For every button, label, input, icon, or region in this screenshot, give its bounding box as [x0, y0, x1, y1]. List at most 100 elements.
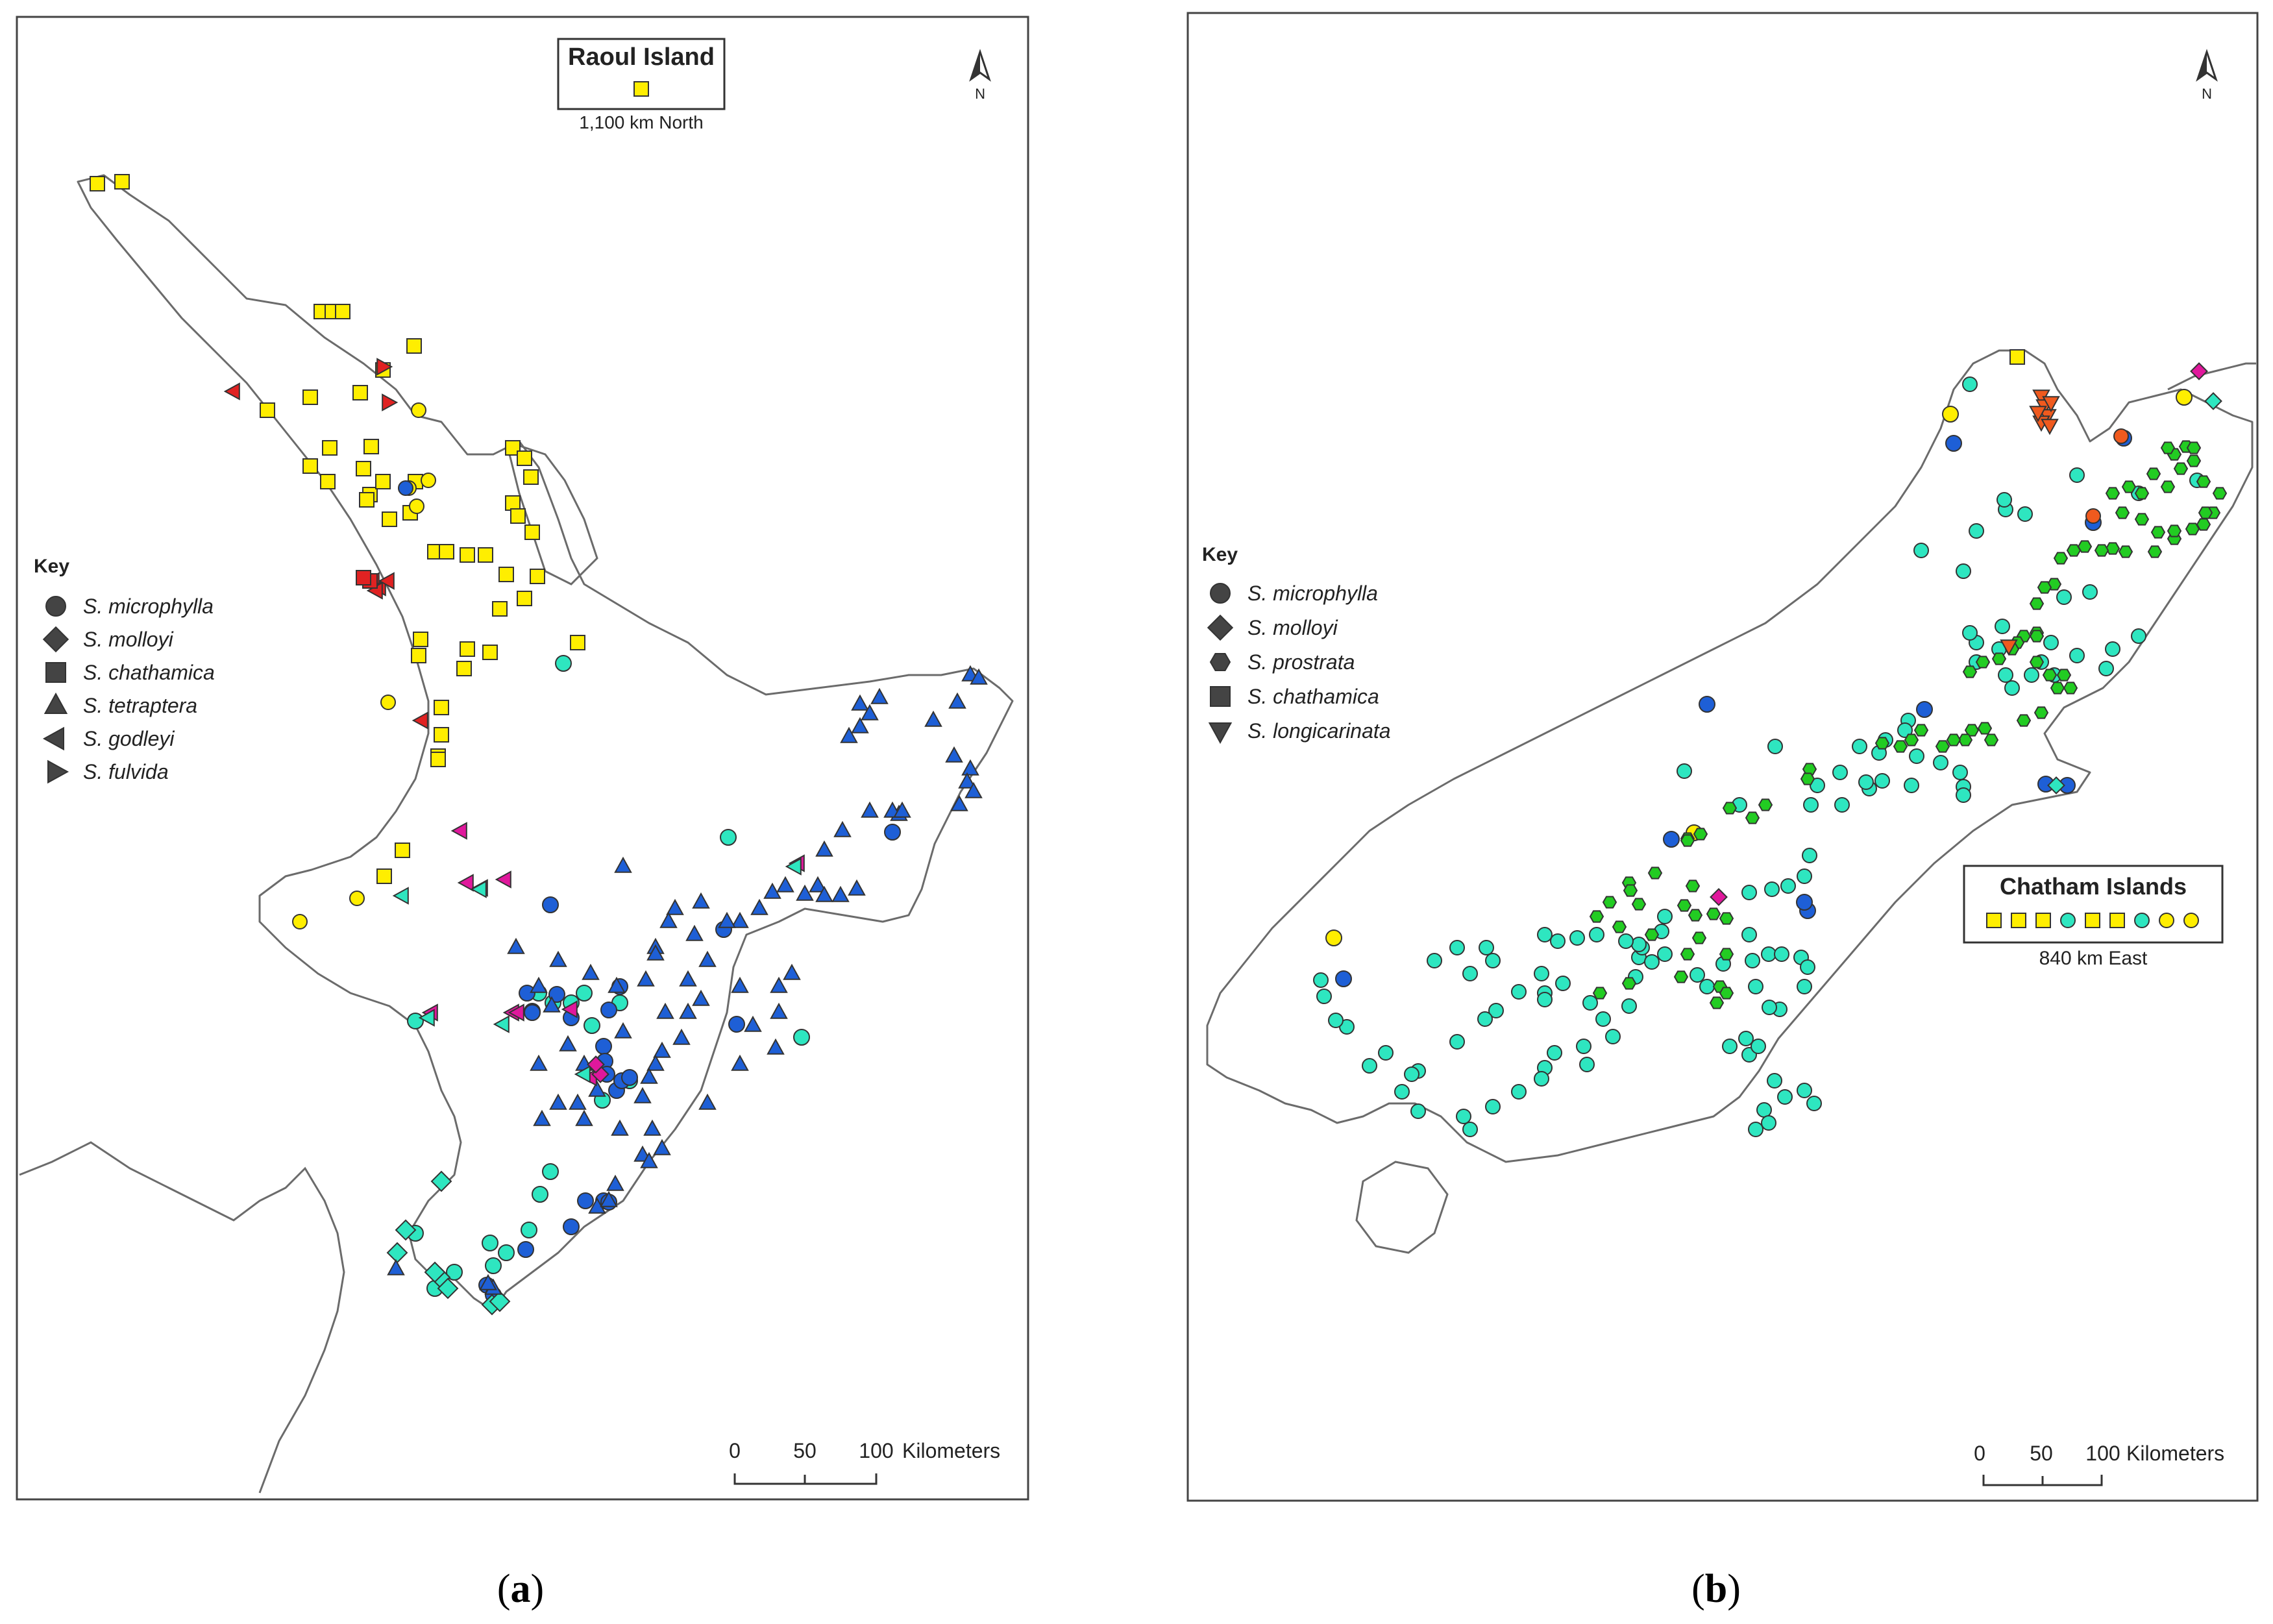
- marker-microphylla: [720, 829, 737, 846]
- marker-microphylla: [2082, 584, 2098, 600]
- marker-microphylla: [292, 914, 308, 929]
- marker-microphylla: [1313, 972, 1329, 988]
- marker-microphylla: [1874, 773, 1890, 789]
- chatham-marker-circle: [2183, 913, 2199, 928]
- marker-godleyi: [392, 887, 409, 905]
- occurrence-markers-a: [90, 174, 988, 1316]
- chatham-marker-square: [2085, 913, 2100, 928]
- marker-fulvida: [382, 393, 399, 412]
- marker-tetraptera: [815, 840, 833, 857]
- marker-tetraptera: [718, 911, 736, 928]
- marker-tetraptera: [861, 704, 879, 720]
- scale-bar-a: 0 50 100 Kilometers: [729, 1439, 1000, 1485]
- marker-chathamica: [411, 648, 426, 663]
- key-title: Key: [1202, 544, 1238, 565]
- marker-chathamica: [413, 632, 428, 647]
- marker-prostrata: [1874, 737, 1890, 750]
- marker-tetraptera: [744, 1015, 762, 1032]
- marker-molloyi: [430, 1170, 452, 1192]
- key-item-label: S. microphylla: [1247, 582, 1378, 605]
- marker-microphylla: [1537, 927, 1553, 942]
- marker-microphylla: [2069, 467, 2085, 483]
- marker-microphylla: [1547, 1045, 1562, 1061]
- marker-microphylla: [1657, 909, 1673, 924]
- chatham-marker-square: [2035, 913, 2051, 928]
- marker-microphylla: [1756, 1102, 1772, 1118]
- marker-tetraptera: [679, 970, 697, 987]
- marker-microphylla: [1800, 959, 1815, 975]
- marker-microphylla: [1699, 696, 1715, 713]
- key-diamond-icon: [42, 626, 69, 653]
- marker-prostrata: [2029, 630, 2045, 643]
- north-arrow: N: [969, 49, 991, 102]
- marker-prostrata: [2160, 441, 2176, 454]
- marker-red-square: [356, 570, 371, 585]
- marker-tetraptera: [643, 1119, 661, 1136]
- map-panel-north-island: N Raoul Island 1,100 km North Key S. mic…: [16, 16, 1029, 1501]
- marker-tetraptera: [961, 759, 979, 776]
- marker-prostrata: [1904, 733, 1919, 746]
- marker-prostrata: [2121, 480, 2137, 493]
- marker-prostrata: [1719, 987, 1734, 1000]
- marker-microphylla: [1582, 995, 1598, 1011]
- marker-microphylla: [884, 824, 901, 841]
- north-label: N: [2202, 86, 2212, 102]
- marker-prostrata: [2115, 506, 2130, 519]
- raoul-inset-title: Raoul Island: [568, 43, 715, 71]
- marker-tetraptera: [588, 1080, 606, 1097]
- marker-tetraptera: [659, 911, 678, 928]
- scale-bar-line: [1982, 1475, 2103, 1486]
- marker-prostrata: [1631, 898, 1647, 911]
- marker-microphylla: [519, 985, 535, 1002]
- marker-microphylla: [1589, 927, 1604, 942]
- chatham-inset-distance: 840 km East: [2039, 948, 2148, 969]
- marker-microphylla: [555, 655, 572, 672]
- marker-tetraptera: [770, 1002, 788, 1019]
- marker-prostrata: [2150, 526, 2166, 539]
- marker-microphylla: [1511, 984, 1527, 1000]
- marker-tetraptera: [653, 1138, 671, 1155]
- marker-tetraptera: [692, 989, 710, 1006]
- marker-microphylla: [576, 985, 593, 1002]
- chatham-marker-circle: [2134, 913, 2150, 928]
- marker-godleyi: [378, 572, 395, 590]
- key-item-label: S. fulvida: [83, 760, 169, 783]
- chatham-marker-square: [1986, 913, 2002, 928]
- marker-microphylla: [517, 1241, 534, 1258]
- marker-microphylla: [1722, 1039, 1738, 1054]
- key-item-label: S. tetraptera: [83, 694, 197, 717]
- marker-tetraptera: [646, 944, 665, 961]
- marker-tetraptera: [840, 726, 858, 743]
- north-label: N: [975, 86, 985, 102]
- marker-microphylla: [1916, 701, 1933, 718]
- caption-b: (b): [1691, 1567, 1741, 1611]
- marker-microphylla: [485, 1257, 502, 1274]
- marker-chathamica: [517, 450, 532, 466]
- marker-tetraptera: [698, 950, 717, 967]
- key-square-icon: [45, 662, 66, 683]
- marker-tetraptera: [611, 1119, 629, 1136]
- key-triangle-right-icon: [47, 759, 69, 784]
- key-title: Key: [34, 556, 69, 577]
- key-triangle-down-icon: [1208, 722, 1233, 744]
- marker-microphylla: [1663, 831, 1680, 848]
- key-diamond-icon: [1207, 614, 1234, 641]
- marker-prostrata: [2134, 513, 2150, 526]
- marker-microphylla: [548, 986, 565, 1003]
- marker-microphylla: [1534, 966, 1549, 981]
- marker-prostrata: [1589, 910, 1604, 923]
- marker-tetraptera: [776, 876, 794, 892]
- marker-microphylla: [409, 498, 424, 514]
- raoul-inset-square-marker: [633, 81, 649, 97]
- marker-prostrata: [2212, 487, 2228, 500]
- marker-microphylla: [1534, 1071, 1549, 1087]
- marker-tetraptera: [958, 772, 976, 789]
- marker-tetraptera: [964, 781, 983, 798]
- marker-microphylla: [1761, 946, 1776, 962]
- marker-prostrata: [1647, 867, 1663, 880]
- marker-microphylla: [1631, 937, 1647, 952]
- marker-tetraptera: [530, 1054, 548, 1071]
- marker-chathamica: [395, 843, 410, 858]
- marker-prostrata: [2037, 581, 2052, 594]
- key-item-label: S. chathamica: [1247, 685, 1379, 708]
